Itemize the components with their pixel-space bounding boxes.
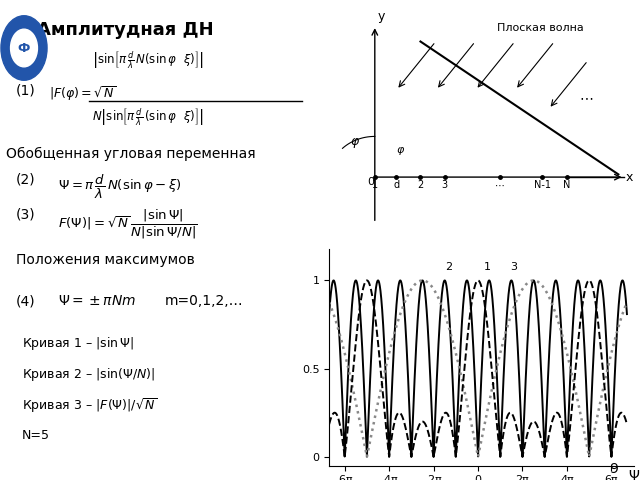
Text: 1: 1 [372,180,378,190]
Text: $|F(\varphi)=\sqrt{N}$: $|F(\varphi)=\sqrt{N}$ [49,84,116,103]
Circle shape [10,29,37,67]
Text: Кривая 3 – $|F(\Psi)|/\sqrt{N}$: Кривая 3 – $|F(\Psi)|/\sqrt{N}$ [22,396,157,415]
Text: Ψ: Ψ [628,469,639,480]
Text: $\left|\sin\!\left[\pi\,\frac{d}{\lambda}\,N(\sin\varphi\ \ \xi)\right]\right|$: $\left|\sin\!\left[\pi\,\frac{d}{\lambda… [92,49,203,70]
Text: $\varphi$: $\varphi$ [351,135,360,150]
Text: (1): (1) [15,84,35,98]
Text: m=0,1,2,…: m=0,1,2,… [164,294,243,308]
Text: $N\left|\sin\!\left[\pi\,\frac{d}{\lambda}\,(\sin\varphi\ \ \xi)\right]\right|$: $N\left|\sin\!\left[\pi\,\frac{d}{\lambd… [92,106,203,127]
Text: Амплитудная ДН: Амплитудная ДН [37,21,214,39]
Text: x: x [626,170,634,183]
Text: $\varphi$: $\varphi$ [396,144,405,156]
Text: $\Psi = \pm\pi N m$: $\Psi = \pm\pi N m$ [58,294,136,308]
Text: $\Psi = \pi\,\dfrac{d}{\lambda}\,N(\sin\varphi - \xi)$: $\Psi = \pi\,\dfrac{d}{\lambda}\,N(\sin\… [58,173,182,201]
Text: N-1: N-1 [534,180,551,190]
Text: Обобщенная угловая переменная: Обобщенная угловая переменная [6,147,256,161]
Text: 3: 3 [442,180,448,190]
Text: 0: 0 [367,177,374,187]
Text: N: N [563,180,570,190]
Circle shape [1,16,47,80]
Text: $F(\Psi)| = \sqrt{N}\,\dfrac{|\sin\Psi|}{N|\sin\Psi/N|}$: $F(\Psi)| = \sqrt{N}\,\dfrac{|\sin\Psi|}… [58,207,198,240]
Text: Кривая 2 – $|\sin(\Psi/N)|$: Кривая 2 – $|\sin(\Psi/N)|$ [22,366,155,383]
Text: N=5: N=5 [22,429,50,442]
Text: $\cdots$: $\cdots$ [494,180,505,190]
Text: d: d [393,180,399,190]
Text: (3): (3) [15,207,35,221]
Text: Кривая 1 – $|\sin\Psi|$: Кривая 1 – $|\sin\Psi|$ [22,336,134,352]
Text: Плоская волна: Плоская волна [497,23,583,33]
Text: Положения максимумов: Положения максимумов [15,253,195,267]
Text: Ф: Ф [18,41,30,55]
Text: (2): (2) [15,173,35,187]
Text: 1: 1 [483,262,490,272]
Text: y: y [378,10,385,23]
Text: 3: 3 [510,262,517,272]
Text: (4): (4) [15,294,35,308]
Text: 9: 9 [609,462,618,476]
Text: 2: 2 [417,180,424,190]
Text: $\cdots$: $\cdots$ [579,90,593,104]
Text: 2: 2 [445,262,452,272]
